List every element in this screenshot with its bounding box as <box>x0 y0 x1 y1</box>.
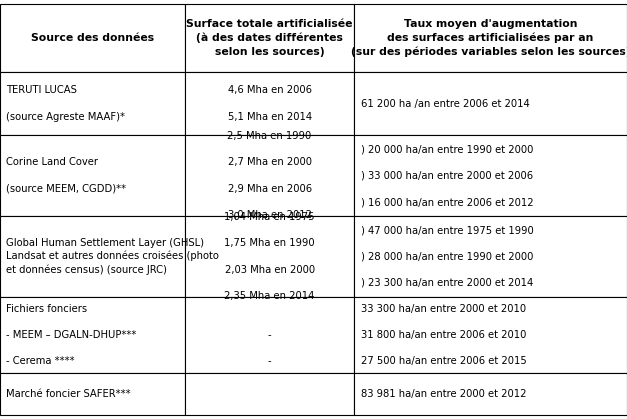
Text: 4,6 Mha en 2006

5,1 Mha en 2014: 4,6 Mha en 2006 5,1 Mha en 2014 <box>228 85 312 122</box>
Text: -

-: - - <box>268 304 271 367</box>
Text: Fichiers fonciers

- MEEM – DGALN-DHUP***

- Cerema ****: Fichiers fonciers - MEEM – DGALN-DHUP***… <box>6 304 137 367</box>
Bar <box>185 4 354 72</box>
Bar <box>0 72 185 135</box>
Bar <box>354 135 627 216</box>
Text: Global Human Settlement Layer (GHSL)
Landsat et autres données croisées (photo
e: Global Human Settlement Layer (GHSL) Lan… <box>6 238 219 275</box>
Text: Taux moyen d'augmentation
des surfaces artificialisées par an
(sur des périodes : Taux moyen d'augmentation des surfaces a… <box>351 19 627 57</box>
Bar <box>0 4 185 72</box>
Bar <box>354 216 627 297</box>
Text: 83 981 ha/an entre 2000 et 2012: 83 981 ha/an entre 2000 et 2012 <box>361 389 526 399</box>
Bar <box>185 135 354 216</box>
Bar <box>0 373 185 415</box>
Text: Surface totale artificialisée
(à des dates différentes
selon les sources): Surface totale artificialisée (à des dat… <box>186 20 353 57</box>
Text: 2,5 Mha en 1990

2,7 Mha en 2000

2,9 Mha en 2006

3,0 Mha en 2012: 2,5 Mha en 1990 2,7 Mha en 2000 2,9 Mha … <box>228 131 312 220</box>
Bar <box>354 72 627 135</box>
Text: 33 300 ha/an entre 2000 et 2010

31 800 ha/an entre 2006 et 2010

27 500 ha/an e: 33 300 ha/an entre 2000 et 2010 31 800 h… <box>361 304 526 367</box>
Text: ) 47 000 ha/an entre 1975 et 1990

) 28 000 ha/an entre 1990 et 2000

) 23 300 h: ) 47 000 ha/an entre 1975 et 1990 ) 28 0… <box>361 225 534 288</box>
Bar <box>185 373 354 415</box>
Bar <box>354 297 627 373</box>
Bar <box>185 297 354 373</box>
Text: ) 20 000 ha/an entre 1990 et 2000

) 33 000 ha/an entre 2000 et 2006

) 16 000 h: ) 20 000 ha/an entre 1990 et 2000 ) 33 0… <box>361 144 533 207</box>
Text: Source des données: Source des données <box>31 33 154 43</box>
Bar <box>354 4 627 72</box>
Bar <box>185 72 354 135</box>
Text: 61 200 ha /an entre 2006 et 2014: 61 200 ha /an entre 2006 et 2014 <box>361 98 529 109</box>
Text: 1,04 Mha en 1975

1,75 Mha en 1990

2,03 Mha en 2000

2,35 Mha en 2014: 1,04 Mha en 1975 1,75 Mha en 1990 2,03 M… <box>224 212 315 301</box>
Text: Marché foncier SAFER***: Marché foncier SAFER*** <box>6 389 131 399</box>
Text: Corine Land Cover

(source MEEM, CGDD)**: Corine Land Cover (source MEEM, CGDD)** <box>6 158 127 194</box>
Bar <box>0 216 185 297</box>
Bar <box>185 216 354 297</box>
Bar <box>0 297 185 373</box>
Bar <box>354 373 627 415</box>
Bar <box>0 135 185 216</box>
Text: TERUTI LUCAS

(source Agreste MAAF)*: TERUTI LUCAS (source Agreste MAAF)* <box>6 85 125 122</box>
